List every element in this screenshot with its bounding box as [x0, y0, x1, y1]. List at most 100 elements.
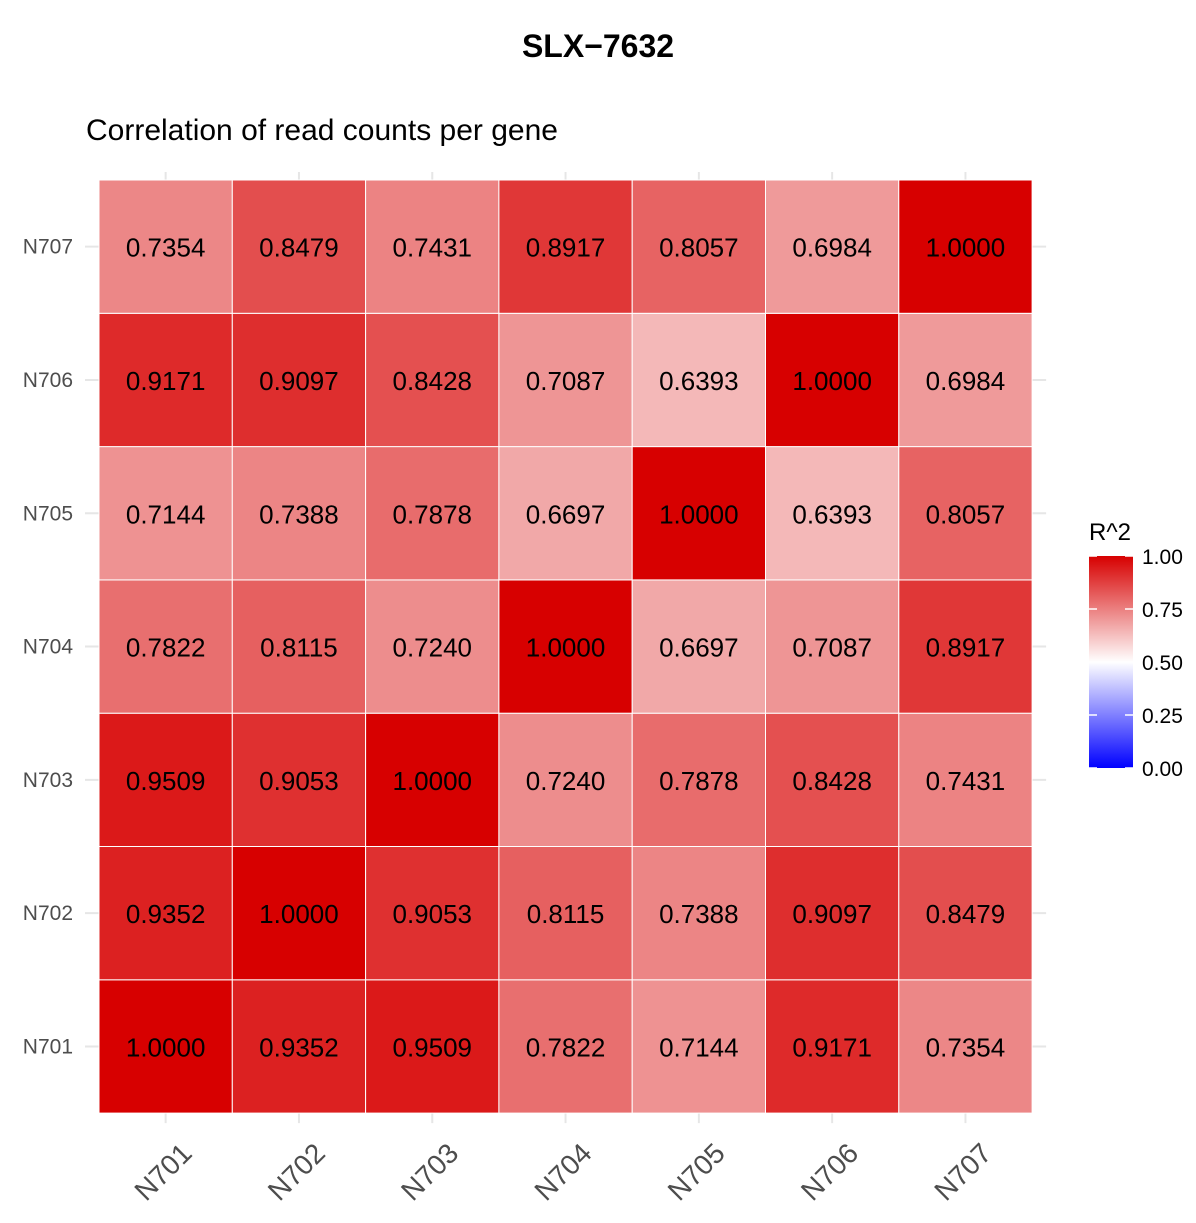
x-tick-label: N705: [662, 1137, 731, 1206]
legend-tick-label: 0.00: [1142, 758, 1183, 781]
cell-value-label: 0.9171: [792, 1032, 872, 1062]
chart-subtitle: Correlation of read counts per gene: [86, 114, 558, 147]
heatmap-cell: [365, 179, 500, 314]
cell-value-label: 0.9352: [259, 1032, 339, 1062]
heatmap-cell: [498, 312, 633, 448]
heatmap-cell: [98, 846, 233, 981]
heatmap-cell: [765, 712, 900, 848]
cell-value-label: 0.9352: [126, 899, 206, 929]
cell-value-label: 0.7822: [526, 1032, 606, 1062]
heatmap-cell: [498, 179, 633, 314]
cell-value-label: 0.6984: [792, 233, 872, 263]
heatmap-cell: [898, 312, 1033, 448]
cell-value-label: 1.0000: [259, 899, 339, 929]
legend-tick-label: 0.25: [1142, 705, 1183, 728]
cell-value-label: 0.9097: [259, 366, 339, 396]
heatmap-cell: [98, 179, 233, 314]
cell-value-label: 0.7354: [126, 233, 206, 263]
cell-value-label: 0.7878: [659, 766, 739, 796]
heatmap-cell: [898, 979, 1033, 1114]
cell-value-label: 0.6697: [659, 633, 739, 663]
cell-value-label: 0.6697: [526, 499, 606, 529]
y-tick-label: N703: [23, 769, 73, 792]
cell-value-label: 0.7087: [526, 366, 606, 396]
cell-value-label: 0.9509: [126, 766, 206, 796]
heatmap-cell: [365, 312, 500, 448]
y-axis: N701 N702 N703 N704 N705 N706 N707: [23, 236, 74, 1059]
x-tick-label: N702: [262, 1137, 331, 1206]
y-tick-label: N702: [23, 902, 73, 925]
y-tick-label: N704: [23, 636, 74, 659]
cell-value-label: 0.9171: [126, 366, 206, 396]
heatmap-cell: [231, 979, 367, 1114]
cell-value-label: 0.6393: [659, 366, 739, 396]
x-tick-label: N706: [795, 1137, 864, 1206]
heatmap-cell-labels: 1.0000 0.9352 0.9509 0.7822 0.7144 0.9171 0.73…: [126, 233, 1005, 1063]
color-legend: 1.00 0.75 0.50 0.25 0.00: [1089, 546, 1183, 781]
x-tick-label: N707: [928, 1137, 997, 1206]
x-tick-label: N703: [395, 1137, 464, 1206]
cell-value-label: 0.7878: [392, 499, 472, 529]
heatmap-cell: [498, 712, 633, 848]
legend-title: R^2: [1089, 519, 1131, 546]
cell-value-label: 1.0000: [792, 366, 872, 396]
cell-value-label: 0.8115: [260, 633, 338, 663]
y-tick-label: N706: [23, 369, 73, 392]
heatmap-cell: [898, 446, 1033, 581]
heatmap-cell: [631, 179, 767, 314]
heatmap-cell: [631, 312, 767, 448]
cell-value-label: 1.0000: [926, 233, 1006, 263]
cell-value-label: 0.9097: [792, 899, 872, 929]
heatmap-cell: [365, 712, 500, 848]
x-tick-label: N701: [128, 1137, 197, 1206]
cell-value-label: 0.8057: [659, 233, 739, 263]
cell-value-label: 0.6984: [926, 366, 1006, 396]
cell-value-label: 0.8917: [526, 233, 606, 263]
cell-value-label: 0.8428: [392, 366, 472, 396]
cell-value-label: 0.7822: [126, 633, 206, 663]
cell-value-label: 0.7240: [526, 766, 606, 796]
cell-value-label: 0.8479: [259, 233, 339, 263]
cell-value-label: 0.7354: [926, 1032, 1006, 1062]
heatmap-cell: [365, 446, 500, 581]
heatmap-cell: [98, 979, 233, 1114]
heatmap-cell: [631, 979, 767, 1114]
heatmap-cell: [98, 446, 233, 581]
cell-value-label: 0.8917: [926, 633, 1006, 663]
heatmap-cell: [765, 312, 900, 448]
legend-tick-label: 0.50: [1142, 652, 1183, 675]
cell-value-label: 0.9053: [259, 766, 339, 796]
heatmap-cell: [631, 712, 767, 848]
y-tick-label: N707: [23, 236, 73, 259]
cell-value-label: 0.9053: [392, 899, 472, 929]
cell-value-label: 0.7087: [792, 633, 872, 663]
cell-value-label: 0.7388: [659, 899, 739, 929]
cell-value-label: 0.7431: [392, 233, 472, 263]
cell-value-label: 0.7431: [926, 766, 1006, 796]
heatmap-cell: [898, 179, 1033, 314]
cell-value-label: 0.8057: [926, 499, 1006, 529]
cell-value-label: 0.7388: [259, 499, 339, 529]
heatmap-cell: [231, 446, 367, 581]
heatmap-cell: [765, 446, 900, 581]
chart-title: SLX−7632: [521, 28, 675, 64]
heatmap-cell: [498, 846, 633, 981]
heatmap-cell: [498, 579, 633, 714]
cell-value-label: 0.8428: [792, 766, 872, 796]
heatmap-cell: [898, 712, 1033, 848]
cell-value-label: 0.6393: [792, 499, 872, 529]
cell-value-label: 0.7240: [392, 633, 472, 663]
heatmap-cell: [498, 979, 633, 1114]
heatmap-cell: [765, 979, 900, 1114]
legend-tick-label: 1.00: [1142, 546, 1183, 569]
heatmap-cell: [231, 179, 367, 314]
cell-value-label: 1.0000: [659, 499, 739, 529]
heatmap-cell: [498, 446, 633, 581]
heatmap-cell: [898, 846, 1033, 981]
heatmap-cell: [765, 846, 900, 981]
heatmap-cell: [765, 579, 900, 714]
x-tick-label: N704: [528, 1137, 597, 1206]
heatmap-cell: [231, 312, 367, 448]
heatmap-cell: [231, 846, 367, 981]
cell-value-label: 1.0000: [126, 1032, 206, 1062]
